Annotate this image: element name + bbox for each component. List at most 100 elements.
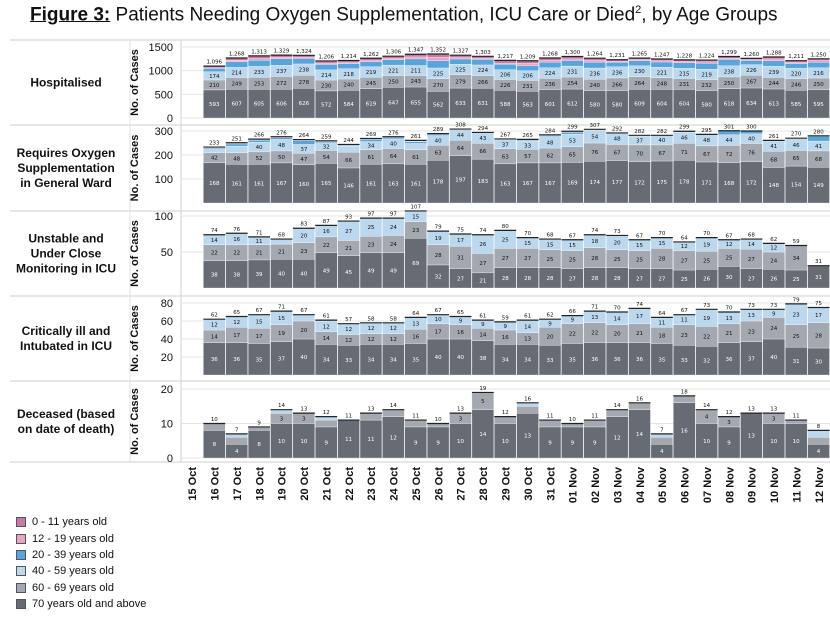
total-value-label: 59 <box>502 315 509 321</box>
bar-segment <box>471 59 494 66</box>
total-value-label: 1,211 <box>788 54 804 60</box>
total-value-label: 13 <box>770 407 777 413</box>
segment-value-label: 36 <box>614 357 621 363</box>
x-tick-label: 11 Nov <box>791 466 803 502</box>
segment-value-label: 27 <box>345 229 352 235</box>
x-tick-label: 18 Oct <box>254 467 266 501</box>
segment-value-label: 161 <box>410 182 421 188</box>
segment-value-label: 28 <box>547 276 554 282</box>
total-value-label: 68 <box>748 233 755 239</box>
segment-value-label: 25 <box>547 257 554 263</box>
total-value-label: 62 <box>770 237 777 243</box>
segment-value-label: 270 <box>433 83 444 89</box>
total-value-label: 308 <box>455 123 466 129</box>
segment-value-label: 609 <box>634 102 645 108</box>
bar-segment <box>404 58 427 66</box>
total-value-label: 300 <box>746 125 757 131</box>
segment-value-label: 231 <box>522 84 533 90</box>
segment-value-label: 39 <box>256 272 263 278</box>
segment-value-label: 225 <box>433 71 444 77</box>
segment-value-label: 26 <box>703 277 710 283</box>
segment-value-label: 183 <box>478 179 489 185</box>
bar-segment <box>673 62 696 69</box>
segment-value-label: 76 <box>591 150 598 156</box>
bar-segment <box>337 63 360 69</box>
segment-value-label: 49 <box>390 268 397 274</box>
segment-value-label: 20 <box>300 233 307 239</box>
total-value-label: 1,299 <box>721 50 737 56</box>
segment-value-label: 33 <box>345 358 352 364</box>
total-value-label: 1,303 <box>475 50 491 56</box>
segment-value-label: 21 <box>726 331 733 337</box>
segment-value-label: 197 <box>455 177 466 183</box>
total-value-label: 93 <box>345 215 352 221</box>
segment-value-label: 44 <box>457 133 464 139</box>
bar-segment <box>427 57 450 61</box>
segment-value-label: 46 <box>793 143 800 149</box>
bar-segment <box>292 314 315 322</box>
segment-value-label: 562 <box>433 103 444 109</box>
total-value-label: 75 <box>457 228 464 234</box>
total-value-label: 9 <box>257 420 261 426</box>
total-value-label: 1,265 <box>632 52 648 58</box>
bar-segment <box>583 419 606 428</box>
bar-segment <box>315 64 338 71</box>
total-value-label: 11 <box>412 414 419 420</box>
total-value-label: 1,250 <box>811 52 827 58</box>
segment-value-label: 34 <box>793 256 800 262</box>
figure-number: Figure 3: <box>30 4 111 26</box>
bar-segment <box>516 65 539 71</box>
x-tick-label: 20 Oct <box>299 467 311 501</box>
total-value-label: 265 <box>522 133 533 139</box>
total-value-label: 70 <box>614 306 621 312</box>
bar-segment <box>494 64 517 70</box>
bar-segment <box>449 57 472 60</box>
segment-value-label: 10 <box>703 439 710 445</box>
segment-value-label: 154 <box>791 183 802 189</box>
segment-value-label: 68 <box>815 157 822 163</box>
segment-value-label: 16 <box>457 330 464 336</box>
figure-title: Figure 3: Patients Needing Oxygen Supple… <box>30 4 778 26</box>
bar-segment <box>650 60 673 63</box>
bar-segment <box>785 63 808 69</box>
segment-value-label: 618 <box>724 101 735 107</box>
segment-value-label: 61 <box>412 155 419 161</box>
segment-value-label: 161 <box>366 182 377 188</box>
segment-value-label: 278 <box>299 80 310 86</box>
segment-value-label: 163 <box>500 181 511 187</box>
total-value-label: 70 <box>658 231 665 237</box>
total-value-label: 73 <box>703 303 710 309</box>
segment-value-label: 22 <box>211 251 218 257</box>
segment-value-label: 40 <box>748 137 755 143</box>
segment-value-label: 3 <box>280 416 284 422</box>
segment-value-label: 15 <box>547 242 554 248</box>
x-tick-label: 16 Oct <box>210 467 222 501</box>
segment-value-label: 21 <box>256 250 263 256</box>
segment-value-label: 13 <box>726 316 733 322</box>
segment-value-label: 606 <box>276 102 287 108</box>
segment-value-label: 15 <box>278 316 285 322</box>
total-value-label: 12 <box>726 410 733 416</box>
x-tick-label: 02 Nov <box>590 466 602 503</box>
segment-value-label: 12 <box>726 242 733 248</box>
segment-value-label: 172 <box>746 180 757 186</box>
segment-value-label: 45 <box>345 270 352 276</box>
segment-value-label: 178 <box>433 180 444 186</box>
segment-value-label: 210 <box>209 83 220 89</box>
segment-value-label: 36 <box>726 357 733 363</box>
segment-value-label: 10 <box>770 439 777 445</box>
segment-value-label: 27 <box>681 258 688 264</box>
segment-value-label: 601 <box>545 102 556 108</box>
segment-value-label: 34 <box>323 358 330 364</box>
segment-value-label: 167 <box>276 181 287 187</box>
segment-value-label: 178 <box>679 180 690 186</box>
segment-value-label: 64 <box>390 154 397 160</box>
x-tick-label: 22 Oct <box>344 467 356 501</box>
segment-value-label: 225 <box>455 68 466 74</box>
segment-value-label: 25 <box>703 258 710 264</box>
total-value-label: 1,264 <box>587 52 603 58</box>
bar-segment <box>673 395 696 403</box>
segment-value-label: 14 <box>211 238 218 244</box>
segment-value-label: 27 <box>658 276 665 282</box>
x-tick-label: 26 Oct <box>433 467 445 501</box>
